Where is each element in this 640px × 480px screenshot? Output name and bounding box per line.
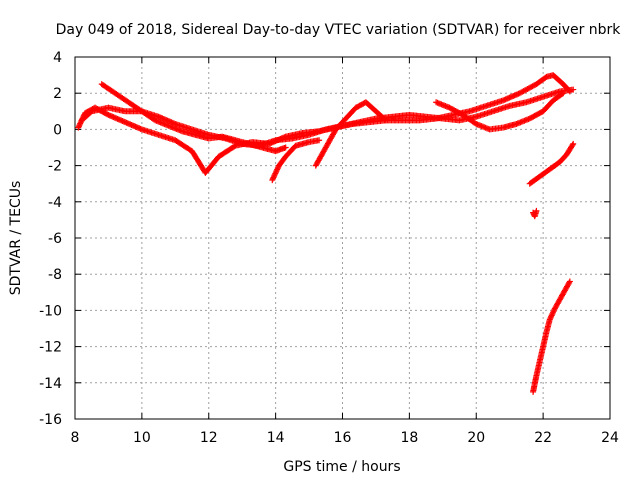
- data-point: [316, 137, 323, 144]
- series-track-3: [98, 81, 289, 155]
- data-point: [547, 315, 554, 322]
- series-track-1: [75, 72, 573, 176]
- x-tick-labels: 8 10 12 14 16 18 20 22 24: [71, 430, 619, 446]
- axis-ticks: [74, 56, 611, 420]
- y-axis-label: SDTVAR / TECUs: [8, 181, 24, 296]
- data-point: [570, 86, 577, 93]
- series-track-7: [526, 140, 577, 187]
- data-point: [75, 123, 82, 130]
- y-tick-label: 4: [53, 50, 62, 66]
- data-point: [274, 165, 281, 172]
- y-tick-label: -10: [39, 303, 62, 319]
- data-point: [269, 177, 276, 184]
- data-point: [570, 140, 577, 147]
- grid: [75, 57, 610, 419]
- data-point: [269, 175, 276, 182]
- y-tick-label: -4: [48, 195, 62, 211]
- data-point: [272, 169, 279, 176]
- data-point: [549, 309, 556, 316]
- y-tick-labels: -16 -14 -12 -10 -8 -6 -4 -2 0 2 4: [39, 50, 62, 428]
- x-tick-label: 24: [601, 430, 619, 446]
- data-point: [548, 313, 555, 320]
- data-point: [546, 316, 553, 323]
- data-point: [533, 207, 540, 214]
- series-track-8: [530, 207, 540, 220]
- data-point: [559, 91, 566, 98]
- series-track-9: [530, 278, 573, 395]
- x-tick-label: 14: [267, 430, 285, 446]
- data-points: [75, 72, 577, 395]
- y-tick-label: 2: [53, 86, 62, 102]
- data-point: [77, 120, 84, 127]
- data-point: [569, 142, 576, 149]
- x-tick-label: 18: [400, 430, 418, 446]
- x-tick-label: 20: [467, 430, 485, 446]
- data-point: [271, 171, 278, 178]
- x-tick-label: 22: [534, 430, 552, 446]
- data-point: [75, 124, 82, 131]
- data-point: [551, 306, 558, 313]
- y-tick-label: -2: [48, 159, 62, 175]
- data-point: [548, 312, 555, 319]
- data-point: [272, 170, 279, 177]
- data-point: [550, 308, 557, 315]
- data-point: [274, 166, 281, 173]
- y-tick-label: -14: [39, 376, 62, 392]
- data-point: [270, 174, 277, 181]
- y-tick-label: -6: [48, 231, 62, 247]
- data-point: [282, 144, 289, 151]
- y-tick-label: -8: [48, 267, 62, 283]
- data-point: [566, 279, 573, 286]
- data-point: [76, 121, 83, 128]
- y-tick-label: 0: [53, 122, 62, 138]
- data-point: [382, 117, 389, 124]
- data-point: [549, 311, 556, 318]
- data-point: [271, 173, 278, 180]
- y-tick-label: -12: [39, 340, 62, 356]
- series-track-5: [312, 99, 389, 169]
- x-tick-label: 8: [71, 430, 80, 446]
- x-tick-label: 16: [334, 430, 352, 446]
- series-track-6: [433, 90, 567, 133]
- y-tick-label: -16: [39, 412, 62, 428]
- data-point: [560, 90, 567, 97]
- x-tick-label: 10: [133, 430, 151, 446]
- chart-title: Day 049 of 2018, Sidereal Day-to-day VTE…: [56, 22, 622, 38]
- data-point: [381, 116, 388, 123]
- x-axis-label: GPS time / hours: [283, 459, 400, 475]
- data-point: [273, 167, 280, 174]
- x-tick-label: 12: [200, 430, 218, 446]
- data-point: [566, 278, 573, 285]
- series-track-4: [269, 137, 323, 184]
